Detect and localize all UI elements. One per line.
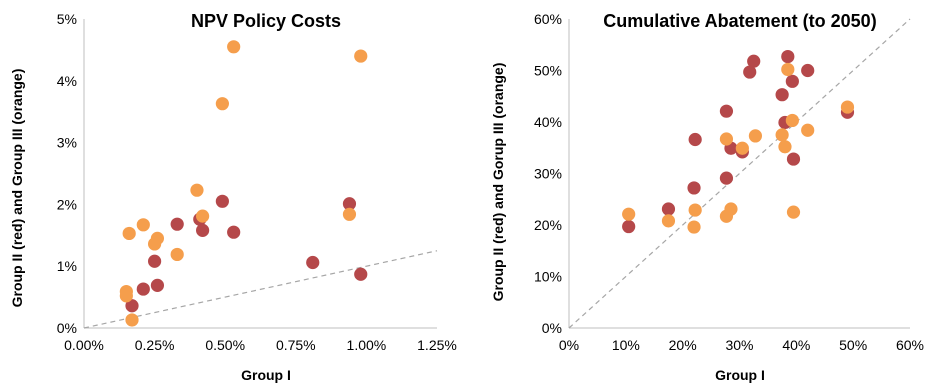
- x-tick-label: 10%: [612, 337, 640, 353]
- scatter-point-red: [125, 299, 139, 313]
- scatter-point-orange: [801, 123, 815, 137]
- y-tick-label: 4%: [57, 73, 77, 89]
- scatter-point-orange: [122, 226, 136, 241]
- scatter-point-red: [342, 197, 357, 211]
- x-axis-title: Group I: [241, 367, 291, 383]
- scatter-point-red: [227, 225, 241, 239]
- x-tick-label: 60%: [896, 337, 924, 353]
- scatter-point-orange: [688, 203, 702, 217]
- y-tick-label: 2%: [57, 196, 77, 212]
- scatter-point-orange: [196, 209, 210, 223]
- scatter-point-red: [785, 74, 799, 88]
- scatter-point-orange: [775, 128, 789, 142]
- scatter-point-orange: [786, 205, 801, 219]
- scatter-point-orange: [719, 132, 734, 146]
- scatter-point-orange: [150, 231, 165, 245]
- scatter-point-orange: [748, 129, 763, 143]
- x-tick-label: 0.25%: [135, 337, 175, 353]
- scatter-point-orange: [119, 284, 133, 299]
- x-tick-label: 20%: [669, 337, 697, 353]
- scatter-point-red: [719, 104, 734, 118]
- scatter-point-red: [136, 282, 150, 296]
- scatter-point-red: [688, 132, 702, 147]
- reference-line: [83, 250, 438, 329]
- y-tick-label: 10%: [534, 269, 562, 285]
- y-tick-label: 40%: [534, 114, 562, 130]
- scatter-point-red: [786, 152, 801, 166]
- scatter-point-orange: [342, 207, 357, 221]
- scatter-point-red: [170, 217, 184, 231]
- scatter-point-red: [306, 255, 320, 270]
- scatter-point-orange: [136, 218, 150, 232]
- y-tick-label: 0%: [542, 320, 562, 336]
- scatter-point-red: [781, 49, 795, 64]
- x-tick-label: 0.50%: [205, 337, 245, 353]
- chart-cumulative-abatement: Cumulative Abatement (to 2050) Group I G…: [490, 11, 924, 383]
- scatter-point-red: [622, 219, 636, 234]
- x-tick-label: 1.00%: [347, 337, 387, 353]
- y-axis-title: Group II (red) and Gorup III (orange): [490, 63, 506, 302]
- x-tick-label: 0.00%: [64, 337, 104, 353]
- scatter-point-orange: [687, 220, 701, 234]
- scatter-point-orange: [354, 49, 368, 63]
- scatter-point-orange: [840, 100, 855, 114]
- scatter-point-red: [196, 223, 210, 237]
- chart-title: Cumulative Abatement (to 2050): [603, 11, 876, 31]
- y-tick-label: 20%: [534, 217, 562, 233]
- scatter-point-red: [354, 267, 368, 281]
- y-tick-label: 1%: [57, 258, 77, 274]
- y-tick-label: 60%: [534, 11, 562, 27]
- scatter-point-red: [743, 65, 757, 79]
- y-tick-label: 3%: [57, 135, 77, 151]
- scatter-point-orange: [778, 140, 792, 154]
- scatter-point-orange: [170, 247, 184, 262]
- x-tick-label: 50%: [839, 337, 867, 353]
- scatter-point-red: [747, 54, 761, 68]
- y-tick-label: 0%: [57, 320, 77, 336]
- y-axis-title: Group II (red) and Group III (orange): [9, 69, 25, 308]
- chart-title: NPV Policy Costs: [191, 11, 341, 31]
- scatter-point-red: [148, 254, 162, 268]
- y-tick-label: 5%: [57, 11, 77, 27]
- scatter-point-red: [661, 202, 676, 216]
- scatter-point-orange: [724, 202, 738, 216]
- x-tick-label: 30%: [725, 337, 753, 353]
- scatter-point-red: [687, 181, 701, 195]
- reference-line: [568, 18, 911, 329]
- scatter-point-red: [150, 278, 165, 292]
- scatter-point-orange: [125, 313, 139, 327]
- x-tick-label: 0%: [559, 337, 579, 353]
- y-tick-label: 30%: [534, 166, 562, 182]
- x-axis-title: Group I: [715, 367, 765, 383]
- scatter-point-red: [719, 171, 734, 185]
- x-tick-label: 1.25%: [417, 337, 457, 353]
- chart-npv-policy-costs: NPV Policy Costs Group I Group II (red) …: [9, 11, 457, 383]
- scatter-point-orange: [735, 141, 749, 155]
- scatter-point-orange: [622, 207, 636, 221]
- x-tick-label: 40%: [782, 337, 810, 353]
- scatter-point-orange: [215, 97, 229, 111]
- scatter-point-red: [775, 88, 789, 102]
- scatter-point-orange: [227, 40, 241, 54]
- scatter-point-red: [801, 63, 815, 78]
- scatter-point-orange: [785, 113, 799, 128]
- scatter-point-orange: [781, 62, 795, 77]
- y-tick-label: 50%: [534, 63, 562, 79]
- scatter-point-orange: [661, 214, 676, 228]
- scatter-point-red: [215, 194, 229, 208]
- scatter-point-orange: [190, 183, 204, 197]
- x-tick-label: 0.75%: [276, 337, 316, 353]
